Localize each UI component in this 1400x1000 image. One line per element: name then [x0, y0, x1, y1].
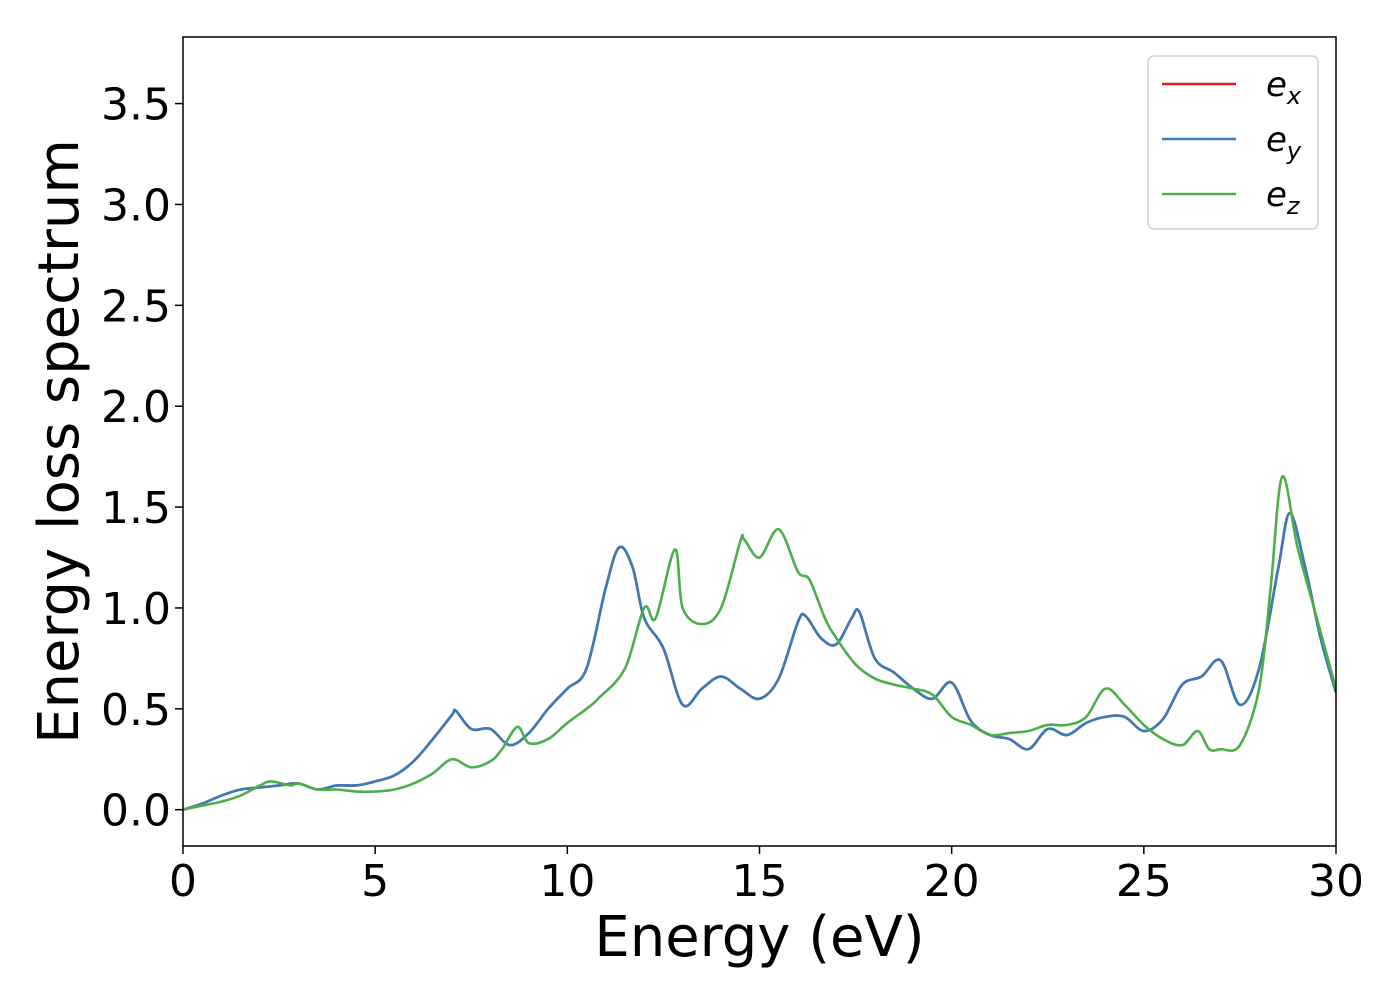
y-tick-label: 0.5	[101, 685, 171, 736]
legend-label-subscript: z	[1286, 192, 1301, 220]
legend-label-ez: ez	[1266, 175, 1301, 220]
x-tick-label: 15	[732, 856, 788, 907]
x-tick-label: 5	[361, 856, 389, 907]
series-line-ez	[183, 475, 1336, 811]
plot-lines	[183, 475, 1336, 811]
legend-label-subscript: y	[1286, 137, 1302, 165]
y-tick-label: 3.5	[101, 80, 171, 131]
legend-box	[1147, 55, 1319, 230]
y-tick-label: 1.5	[101, 483, 171, 534]
y-tick-label: 3.0	[101, 180, 171, 231]
y-tick-label: 0.0	[101, 786, 171, 837]
x-axis-title: Energy (eV)	[594, 905, 924, 970]
x-tick-label: 10	[539, 856, 595, 907]
series-line-ey	[183, 511, 1336, 811]
y-axis-title: Energy loss spectrum	[27, 139, 92, 744]
x-tick-label: 0	[169, 856, 197, 907]
legend-label-base: e	[1266, 65, 1287, 105]
legend-label-base: e	[1266, 175, 1287, 215]
x-axis-ticks: 0 5 10 15 20 25 30	[169, 846, 1364, 907]
plot-frame	[182, 36, 1337, 847]
x-tick-label: 20	[924, 856, 980, 907]
legend-label-ey: ey	[1266, 120, 1302, 165]
legend-label-base: e	[1266, 120, 1287, 160]
x-tick-label: 30	[1308, 856, 1364, 907]
y-tick-label: 2.5	[101, 281, 171, 332]
legend-label-ex: ex	[1266, 65, 1302, 110]
x-tick-label: 25	[1116, 856, 1172, 907]
y-axis-ticks: 0.0 0.5 1.0 1.5 2.0 2.5 3.0 3.5	[101, 80, 183, 837]
legend-label-subscript: x	[1286, 82, 1302, 110]
y-tick-label: 2.0	[101, 382, 171, 433]
y-tick-label: 1.0	[101, 584, 171, 635]
